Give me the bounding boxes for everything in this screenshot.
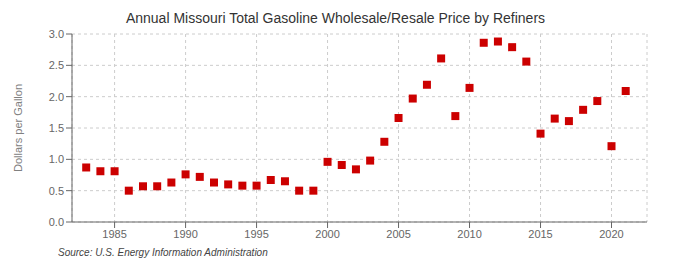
svg-text:1.5: 1.5 bbox=[49, 122, 64, 134]
svg-text:0.5: 0.5 bbox=[49, 185, 64, 197]
svg-text:1.0: 1.0 bbox=[49, 153, 64, 165]
svg-text:2015: 2015 bbox=[528, 228, 552, 240]
svg-text:1995: 1995 bbox=[244, 228, 268, 240]
svg-text:1985: 1985 bbox=[102, 228, 126, 240]
svg-text:2000: 2000 bbox=[315, 228, 339, 240]
svg-text:3.0: 3.0 bbox=[49, 28, 64, 40]
html-text:Annual Missouri Total Gasoline: Annual Missouri Total Gasoline Wholesale… bbox=[125, 10, 546, 26]
svg-text:2010: 2010 bbox=[457, 228, 481, 240]
html-text:Source: U.S. Energy Informatio: Source: U.S. Energy Information Administ… bbox=[58, 247, 268, 258]
svg-text:1990: 1990 bbox=[173, 228, 197, 240]
svg-text:Dollars per Gallon: Dollars per Gallon bbox=[12, 84, 24, 172]
svg-text:2.0: 2.0 bbox=[49, 91, 64, 103]
svg-text:0.0: 0.0 bbox=[49, 216, 64, 228]
svg-text:2020: 2020 bbox=[599, 228, 623, 240]
svg-text:2.5: 2.5 bbox=[49, 59, 64, 71]
svg-text:2005: 2005 bbox=[386, 228, 410, 240]
